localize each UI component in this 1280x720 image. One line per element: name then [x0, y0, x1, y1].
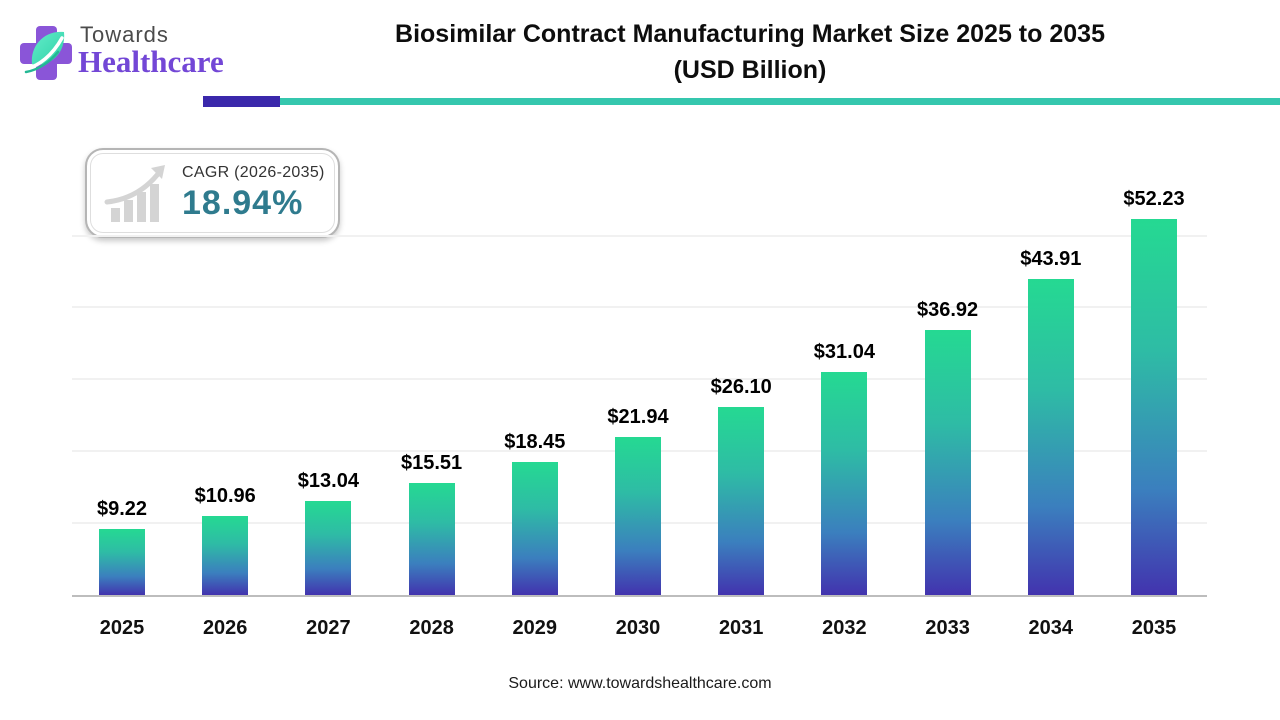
x-axis-label: 2031 [718, 617, 764, 639]
growth-chart-icon [104, 165, 165, 222]
x-axis-label: 2032 [822, 617, 867, 639]
page-title: Biosimilar Contract Manufacturing Market… [230, 16, 1270, 88]
x-axis-label: 2026 [202, 617, 248, 639]
medical-cross-leaf-icon [20, 26, 72, 80]
bar-2026 [202, 516, 249, 595]
cagr-value: 18.94% [182, 184, 304, 222]
bar-2034 [1027, 279, 1074, 595]
x-axis-label: 2034 [1028, 617, 1074, 639]
x-axis-label: 2035 [1131, 617, 1177, 639]
bar-2028 [408, 483, 455, 595]
logo-towards-text: Towards [80, 22, 169, 47]
bar-value-label: $15.51 [401, 452, 463, 475]
logo-healthcare-text: Healthcare [78, 44, 224, 79]
x-axis-line [72, 595, 1207, 597]
bar-value-label: $31.04 [813, 340, 875, 363]
gridline [72, 378, 1207, 381]
bar-2031 [718, 407, 765, 595]
header-divider-teal-segment [280, 98, 1280, 105]
gridline [72, 306, 1207, 309]
bar-value-label: $13.04 [297, 470, 359, 493]
x-axis-label: 2028 [409, 617, 454, 639]
bar-2029 [511, 462, 558, 595]
bar-value-label: $21.94 [607, 406, 669, 429]
bar-value-label: $52.23 [1123, 188, 1185, 211]
header-divider-purple-segment [203, 96, 280, 107]
source-text: Source: www.towardshealthcare.com [508, 675, 772, 692]
bar-2027 [305, 501, 352, 595]
bar-2030 [615, 437, 661, 595]
page-title-line2: (USD Billion) [673, 56, 827, 84]
bar-2032 [821, 371, 868, 595]
header-divider [0, 96, 1280, 108]
cagr-label: CAGR (2026-2035) [182, 164, 325, 181]
x-axis-label: 2027 [306, 617, 351, 639]
plot-area: $9.22 2025 $10.96 2026 $13.04 2027 $15.51 2028 $… [72, 115, 1207, 639]
x-axis-label: 2029 [512, 617, 558, 639]
bar-value-label: $9.22 [96, 497, 148, 520]
bar-value-label: $43.91 [1020, 248, 1082, 271]
bar-value-label: $36.92 [917, 298, 979, 321]
x-axis-label: 2025 [99, 617, 145, 639]
bar-2033 [924, 329, 971, 595]
bar-2035 [1131, 219, 1177, 595]
x-axis-label: 2030 [615, 617, 661, 639]
cagr-badge: CAGR (2026-2035) 18.94% [85, 148, 340, 238]
cagr-texts: CAGR (2026-2035) 18.94% [182, 164, 332, 223]
x-axis-label: 2033 [925, 617, 970, 639]
bar-value-label: $18.45 [504, 431, 566, 454]
page-title-line1: Biosimilar Contract Manufacturing Market… [395, 20, 1105, 48]
towards-healthcare-logo: Towards Healthcare [18, 20, 278, 92]
bar-2025 [99, 528, 145, 595]
leaf-icon [24, 31, 65, 74]
bar-value-label: $10.96 [194, 485, 256, 508]
gridline [72, 234, 1207, 237]
bar-value-label: $26.10 [710, 376, 772, 399]
